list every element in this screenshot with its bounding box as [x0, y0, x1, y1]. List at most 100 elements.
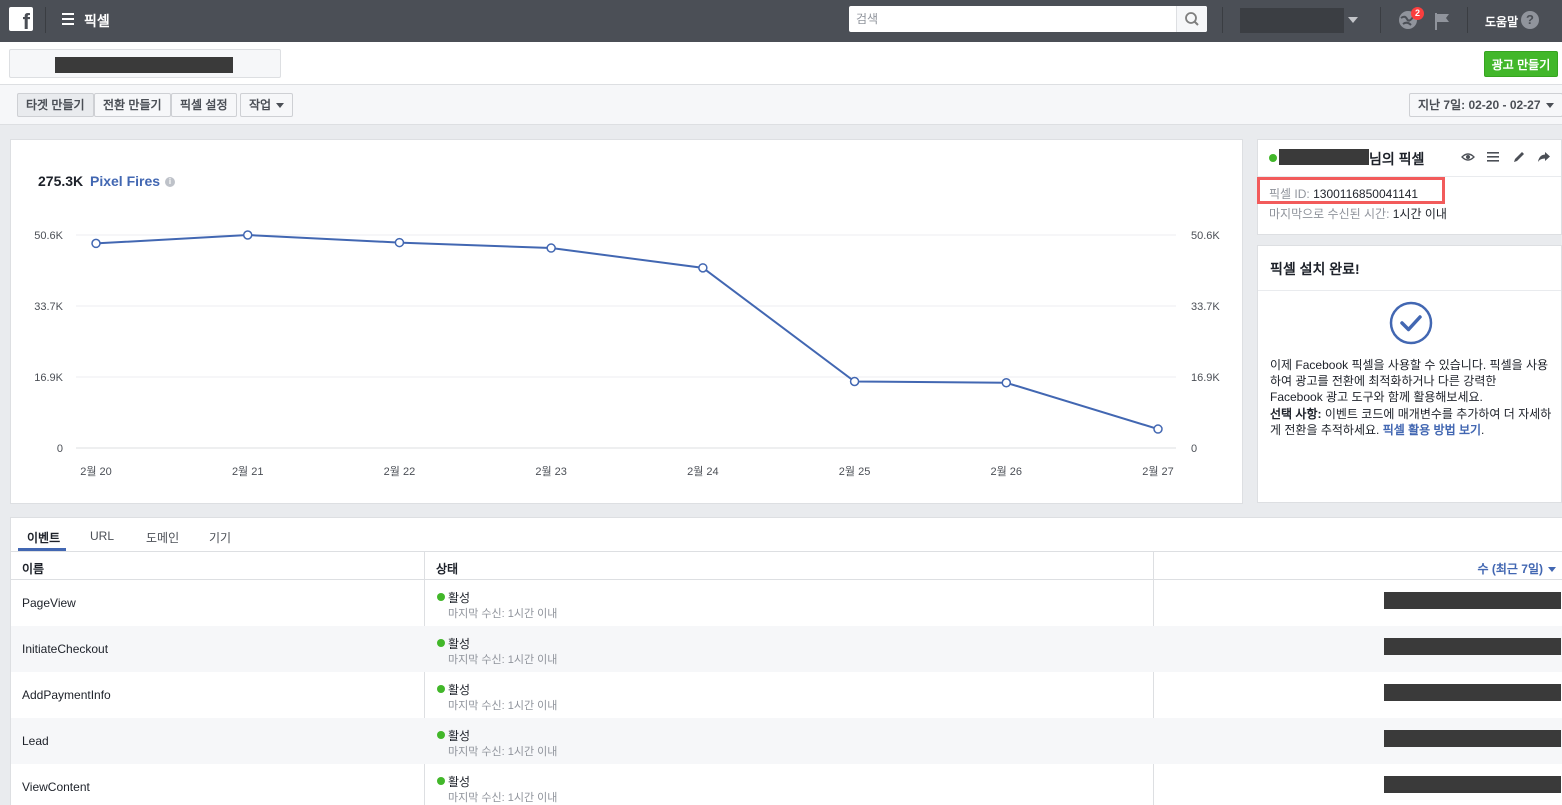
install-optional: 선택 사항: 이벤트 코드에 매개변수를 추가하여 더 자세하게 전환을 추적하…	[1270, 406, 1552, 438]
active-status-dot	[437, 685, 445, 693]
series-line	[96, 235, 1158, 429]
search-input[interactable]	[849, 6, 1177, 32]
data-point	[1154, 425, 1162, 433]
actions-dropdown[interactable]: 작업	[240, 93, 293, 117]
tab-domain[interactable]: 도메인	[146, 529, 179, 546]
toolbar: 타겟 만들기 전환 만들기 픽셀 설정 작업 지난 7일: 02-20 - 02…	[0, 85, 1562, 125]
last-received-label: 마지막으로 수신된 시간:	[1269, 207, 1389, 221]
pixel-selector[interactable]	[9, 49, 281, 78]
active-status-dot	[437, 593, 445, 601]
redacted-count	[1384, 684, 1561, 701]
optional-label: 선택 사항:	[1270, 407, 1322, 421]
events-table-header: 이름 상태 수 (최근 7일)	[11, 552, 1562, 580]
x-tick-label: 2월 23	[535, 465, 567, 478]
event-status: 활성	[448, 727, 470, 744]
chevron-down-icon[interactable]	[1348, 17, 1358, 23]
x-tick-label: 2월 21	[232, 465, 264, 478]
create-ad-button[interactable]: 광고 만들기	[1484, 51, 1558, 77]
events-tabs: 이벤트 URL 도메인 기기	[11, 518, 1562, 552]
column-count-sort[interactable]: 수 (최근 7일)	[1478, 560, 1557, 577]
event-status: 활성	[448, 589, 470, 606]
tab-url[interactable]: URL	[90, 529, 114, 543]
redacted-owner-name	[1279, 149, 1369, 165]
subheader: 광고 만들기	[0, 42, 1562, 85]
event-status: 활성	[448, 681, 470, 698]
column-name[interactable]: 이름	[22, 560, 44, 577]
x-tick-label: 2월 20	[80, 465, 112, 478]
table-row[interactable]: ViewContent 활성 마지막 수신: 1시간 이내	[11, 764, 1562, 805]
share-icon[interactable]	[1537, 150, 1551, 164]
event-status: 활성	[448, 773, 470, 790]
eye-icon[interactable]	[1461, 150, 1475, 164]
date-range-dropdown[interactable]: 지난 7일: 02-20 - 02-27	[1409, 93, 1562, 117]
divider	[1258, 290, 1561, 291]
event-name: AddPaymentInfo	[22, 688, 111, 702]
pixel-settings-button[interactable]: 픽셀 설정	[171, 93, 237, 117]
facebook-logo-icon[interactable]: f	[9, 7, 33, 31]
y-tick-label-right: 0	[1191, 443, 1197, 455]
flag-icon[interactable]	[1432, 11, 1452, 31]
account-selector[interactable]	[1240, 8, 1344, 33]
search-icon	[1177, 6, 1208, 32]
data-point	[244, 231, 252, 239]
pixel-card-actions	[1453, 149, 1551, 164]
data-point	[699, 264, 707, 272]
event-last-received: 마지막 수신: 1시간 이내	[448, 697, 557, 713]
divider	[45, 7, 46, 33]
pixel-usage-link[interactable]: 픽셀 활용 방법 보기	[1383, 423, 1481, 437]
table-row[interactable]: Lead 활성 마지막 수신: 1시간 이내	[11, 718, 1562, 764]
event-name: Lead	[22, 734, 49, 748]
check-circle-icon	[1389, 301, 1433, 345]
tab-device[interactable]: 기기	[209, 529, 231, 546]
table-row[interactable]: AddPaymentInfo 활성 마지막 수신: 1시간 이내	[11, 672, 1562, 718]
install-title: 픽셀 설치 완료!	[1270, 259, 1360, 279]
chevron-down-icon	[1546, 103, 1554, 108]
help-icon[interactable]: ?	[1521, 11, 1539, 29]
pixel-installed-card: 픽셀 설치 완료! 이제 Facebook 픽셀을 사용할 수 있습니다. 픽셀…	[1257, 245, 1562, 503]
create-conversion-button[interactable]: 전환 만들기	[94, 93, 171, 117]
active-status-dot	[1269, 154, 1277, 162]
column-status[interactable]: 상태	[436, 560, 458, 577]
app-title: 픽셀	[84, 11, 110, 31]
events-panel: 이벤트 URL 도메인 기기 이름 상태 수 (최근 7일) PageView …	[10, 517, 1562, 805]
x-tick-label: 2월 22	[384, 465, 416, 478]
pencil-icon[interactable]	[1512, 150, 1526, 164]
x-tick-label: 2월 27	[1142, 465, 1174, 478]
table-row[interactable]: PageView 활성 마지막 수신: 1시간 이내	[11, 580, 1562, 626]
active-status-dot	[437, 731, 445, 739]
line-chart: 0 0 16.9K 16.9K 33.7K 33.7K 50.6K 50.6K 2월 20 2월 …	[11, 140, 1244, 505]
last-received-line: 마지막으로 수신된 시간: 1시간 이내	[1269, 205, 1447, 222]
redacted-count	[1384, 776, 1561, 793]
x-tick-label: 2월 26	[991, 465, 1023, 478]
column-count-label: 수 (최근 7일)	[1478, 562, 1544, 576]
y-tick-label-left: 33.7K	[34, 301, 63, 313]
data-point	[395, 239, 403, 247]
last-received-value: 1시간 이내	[1393, 207, 1447, 221]
divider	[1380, 7, 1381, 33]
pixel-owner-title: 님의 픽셀	[1369, 149, 1424, 169]
help-link[interactable]: 도움말	[1485, 13, 1518, 30]
event-last-received: 마지막 수신: 1시간 이내	[448, 651, 557, 667]
search-button[interactable]	[1176, 6, 1207, 32]
actions-label: 작업	[249, 98, 271, 112]
search-box	[849, 6, 1207, 32]
create-audience-button[interactable]: 타겟 만들기	[17, 93, 94, 117]
y-tick-label-right: 33.7K	[1191, 301, 1220, 313]
optional-end: .	[1481, 423, 1484, 437]
active-status-dot	[437, 639, 445, 647]
data-point	[851, 377, 859, 385]
x-tick-label: 2월 24	[687, 465, 719, 478]
event-status: 활성	[448, 635, 470, 652]
list-icon[interactable]	[1486, 150, 1500, 164]
data-point	[547, 244, 555, 252]
menu-icon[interactable]	[62, 13, 74, 25]
chevron-down-icon	[276, 103, 284, 108]
table-row[interactable]: InitiateCheckout 활성 마지막 수신: 1시간 이내	[11, 626, 1562, 672]
y-tick-label-left: 16.9K	[34, 372, 63, 384]
pixel-id-highlight-box	[1257, 177, 1445, 204]
redacted-pixel-name	[55, 57, 233, 73]
tab-events[interactable]: 이벤트	[27, 529, 60, 546]
y-tick-label-left: 50.6K	[34, 230, 63, 242]
y-tick-label-right: 50.6K	[1191, 230, 1220, 242]
chevron-down-icon	[1548, 567, 1556, 572]
